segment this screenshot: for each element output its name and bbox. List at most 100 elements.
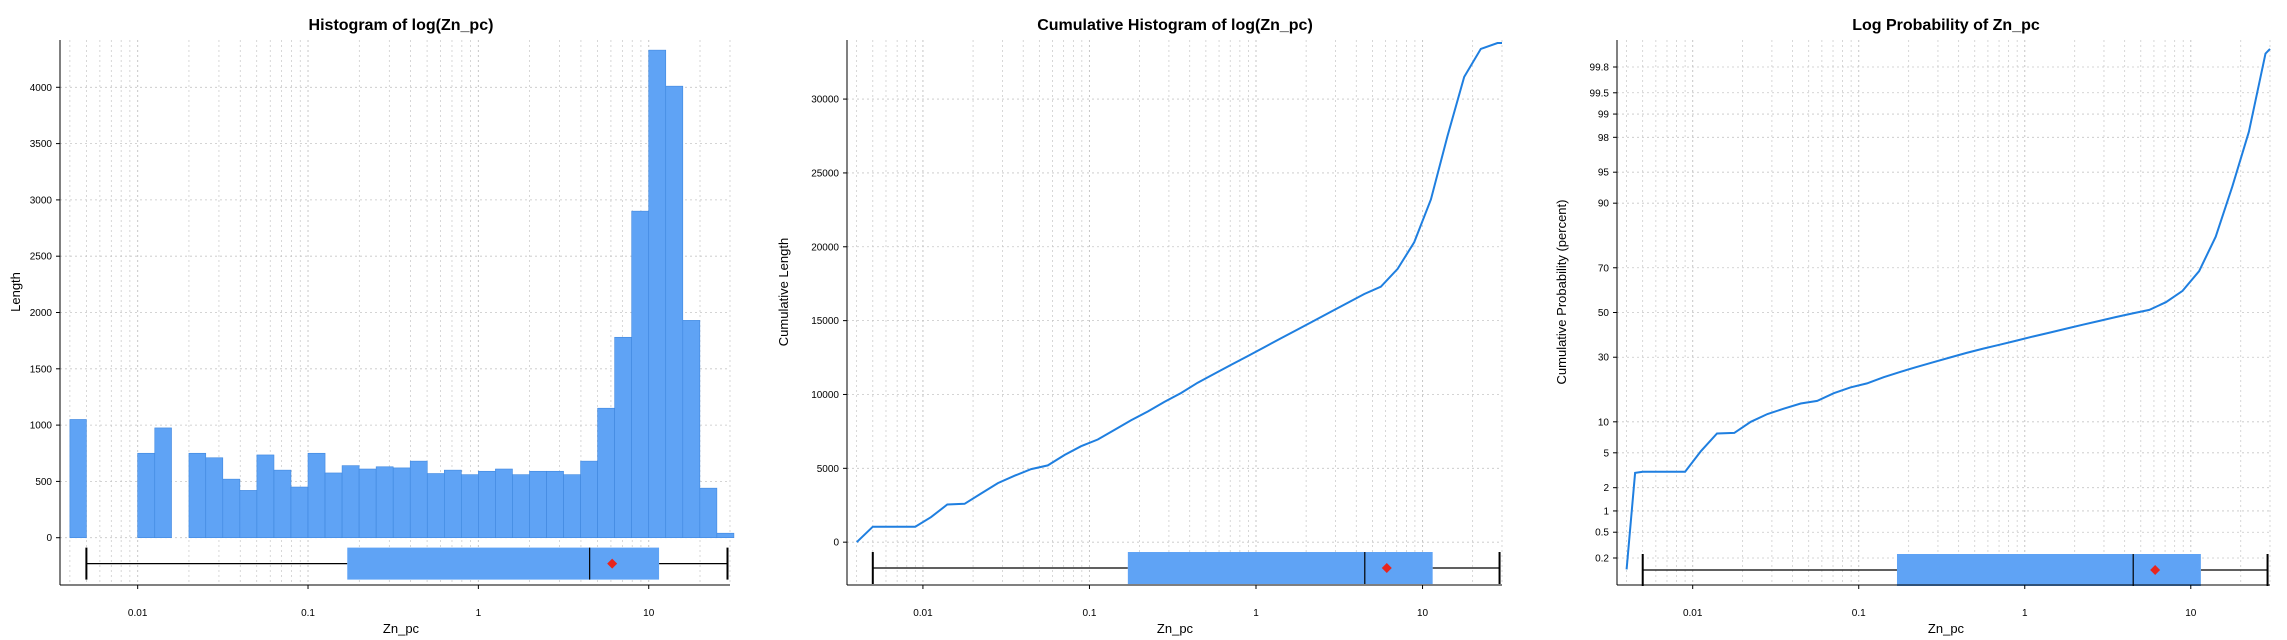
y-tick-label: 5000 xyxy=(817,464,840,475)
axes xyxy=(1613,40,2270,589)
chart-title: Histogram of log(Zn_pc) xyxy=(309,17,494,34)
x-tick-label: 1 xyxy=(2022,608,2028,619)
y-tick-label: 3000 xyxy=(30,195,53,206)
y-tick-label: 10 xyxy=(1598,417,1610,428)
y-tick-label: 10000 xyxy=(811,390,839,401)
histogram-bar xyxy=(341,465,360,539)
tick-labels: 0 500 1000 1500 2000 2500 3000 3500 4000 0.01 0.1 1… xyxy=(30,83,655,619)
x-tick-label: 10 xyxy=(2185,608,2197,619)
y-tick-label: 95 xyxy=(1598,168,1610,179)
y-tick-label: 30000 xyxy=(811,95,839,106)
boxplot-mean-marker xyxy=(1381,563,1392,574)
boxplot-mean-marker xyxy=(2150,565,2161,575)
histogram-bar xyxy=(699,487,718,539)
log-probability-panel: 0.2 0.5 1 2 5 10 30 50 70 90 95 98 99 99.5 99.8 0.01 0.1… xyxy=(1554,17,2271,636)
histogram-bar xyxy=(375,466,394,539)
histogram-bar xyxy=(546,470,564,539)
cumulative-histogram-panel: 0 5000 10000 15000 20000 25000 30000 0.01 0.1 1 10… xyxy=(776,17,1503,636)
y-tick-label: 30 xyxy=(1598,353,1610,364)
y-axis-label: Length xyxy=(8,272,23,312)
histogram-bar xyxy=(495,468,513,539)
x-axis-label: Zn_pc xyxy=(1928,621,1965,636)
histogram-bar xyxy=(614,336,632,539)
histogram-bar xyxy=(324,472,343,539)
y-tick-label: 4000 xyxy=(30,83,53,94)
y-tick-label: 0 xyxy=(833,538,839,549)
histogram-bar xyxy=(154,427,172,539)
series-line xyxy=(856,42,1502,543)
y-tick-label: 0 xyxy=(46,533,52,544)
histogram-bar xyxy=(137,452,156,539)
y-axis-label: Cumulative Length xyxy=(776,238,791,346)
x-tick-label: 10 xyxy=(643,608,655,619)
histogram-bar xyxy=(69,419,87,539)
boxplot-box xyxy=(347,547,660,580)
grid-lines xyxy=(847,40,1503,585)
y-tick-label: 90 xyxy=(1598,199,1610,210)
y-tick-label: 99 xyxy=(1598,110,1610,121)
histogram-bar xyxy=(580,460,598,539)
x-tick-label: 1 xyxy=(476,608,482,619)
y-tick-label: 5 xyxy=(1603,448,1609,459)
x-tick-label: 10 xyxy=(1417,608,1429,619)
y-tick-label: 0.2 xyxy=(1595,554,1609,565)
histogram-bar xyxy=(205,457,224,539)
histogram-bar xyxy=(682,320,701,539)
y-tick-label: 500 xyxy=(35,477,52,488)
tick-labels: 0.2 0.5 1 2 5 10 30 50 70 90 95 98 99 99.5 99.8 0.01 0.1… xyxy=(1590,62,2197,619)
histogram-bar xyxy=(307,452,326,539)
x-tick-label: 0.1 xyxy=(1852,608,1866,619)
x-tick-label: 1 xyxy=(1253,608,1259,619)
boxplot xyxy=(85,547,729,580)
histogram-bar xyxy=(716,532,735,539)
histogram-bar xyxy=(597,407,615,539)
tick-labels: 0 5000 10000 15000 20000 25000 30000 0.01 0.1 1 10 xyxy=(811,95,1428,619)
x-tick-label: 0.01 xyxy=(128,608,148,619)
y-tick-label: 1500 xyxy=(30,364,53,375)
histogram-bar xyxy=(392,467,411,539)
histogram-bars xyxy=(69,49,735,539)
y-tick-label: 70 xyxy=(1598,263,1610,274)
histogram-bar xyxy=(188,452,207,539)
histogram-bar xyxy=(648,49,667,539)
series-line xyxy=(1625,48,2271,570)
x-axis-label: Zn_pc xyxy=(383,621,420,636)
histogram-bar xyxy=(563,474,581,539)
boxplot xyxy=(1641,554,2269,586)
cumulative-line xyxy=(856,42,1502,543)
histogram-bar xyxy=(529,470,547,539)
histogram-bar xyxy=(222,478,241,539)
boxplot-mean-marker xyxy=(607,558,618,569)
y-tick-label: 3500 xyxy=(30,139,53,150)
histogram-bar xyxy=(358,468,377,539)
histogram-bar xyxy=(256,454,275,539)
x-tick-label: 0.01 xyxy=(1683,608,1703,619)
histogram-bar xyxy=(409,460,428,539)
x-tick-label: 0.1 xyxy=(1083,608,1097,619)
axes xyxy=(843,40,1502,589)
histogram-bar xyxy=(290,486,309,539)
y-tick-label: 98 xyxy=(1598,133,1610,144)
y-tick-label: 1000 xyxy=(30,421,53,432)
histogram-bar xyxy=(239,490,258,539)
x-tick-label: 0.1 xyxy=(301,608,315,619)
histogram-bar xyxy=(478,470,496,539)
y-tick-label: 2 xyxy=(1603,483,1609,494)
y-tick-label: 25000 xyxy=(811,168,839,179)
grid-lines xyxy=(1617,40,2271,585)
histogram-bar xyxy=(444,469,462,539)
y-tick-label: 20000 xyxy=(811,242,839,253)
y-axis-label: Cumulative Probability (percent) xyxy=(1554,200,1569,385)
histogram-bar xyxy=(631,210,650,539)
histogram-panel: 0 500 1000 1500 2000 2500 3000 3500 4000 0.01 0.1 1… xyxy=(8,17,735,636)
x-axis-label: Zn_pc xyxy=(1157,621,1194,636)
y-tick-label: 50 xyxy=(1598,308,1610,319)
histogram-bar xyxy=(512,474,530,539)
chart-title: Log Probability of Zn_pc xyxy=(1852,17,2040,34)
y-tick-label: 2500 xyxy=(30,252,53,263)
axes xyxy=(56,40,730,589)
y-tick-label: 15000 xyxy=(811,316,839,327)
histogram-bar xyxy=(461,474,479,539)
y-tick-label: 99.8 xyxy=(1590,62,1610,73)
